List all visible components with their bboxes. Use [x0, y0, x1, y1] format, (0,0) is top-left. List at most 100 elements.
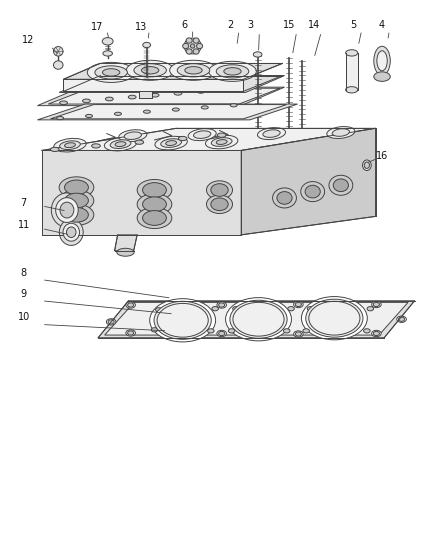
- Ellipse shape: [225, 297, 291, 341]
- Ellipse shape: [371, 301, 380, 308]
- Ellipse shape: [230, 300, 286, 338]
- Polygon shape: [48, 88, 279, 104]
- Ellipse shape: [155, 308, 162, 312]
- Ellipse shape: [262, 130, 279, 138]
- Ellipse shape: [126, 330, 135, 336]
- Ellipse shape: [137, 193, 171, 215]
- Ellipse shape: [193, 38, 199, 43]
- Text: 2: 2: [227, 20, 233, 30]
- Ellipse shape: [197, 90, 204, 93]
- Ellipse shape: [364, 162, 369, 168]
- Text: 14: 14: [307, 20, 319, 30]
- Ellipse shape: [283, 329, 289, 333]
- Text: 13: 13: [134, 21, 146, 31]
- Polygon shape: [104, 302, 407, 335]
- Ellipse shape: [60, 202, 74, 218]
- Ellipse shape: [210, 184, 228, 196]
- Ellipse shape: [127, 331, 134, 335]
- Ellipse shape: [373, 72, 389, 82]
- Ellipse shape: [212, 306, 218, 311]
- Ellipse shape: [157, 303, 208, 337]
- Ellipse shape: [177, 64, 209, 77]
- Ellipse shape: [178, 136, 187, 141]
- Ellipse shape: [304, 185, 320, 198]
- Ellipse shape: [295, 332, 301, 336]
- Ellipse shape: [59, 190, 94, 211]
- Ellipse shape: [53, 46, 63, 56]
- Ellipse shape: [206, 195, 232, 214]
- Ellipse shape: [293, 301, 303, 308]
- Ellipse shape: [142, 211, 166, 225]
- Ellipse shape: [160, 139, 181, 148]
- Ellipse shape: [102, 38, 113, 45]
- Ellipse shape: [137, 207, 171, 229]
- Ellipse shape: [373, 302, 378, 306]
- Ellipse shape: [105, 97, 113, 101]
- Polygon shape: [42, 150, 240, 235]
- Ellipse shape: [151, 93, 159, 97]
- Ellipse shape: [223, 68, 240, 75]
- Ellipse shape: [376, 51, 386, 71]
- Text: 17: 17: [91, 21, 103, 31]
- Ellipse shape: [293, 331, 303, 337]
- Ellipse shape: [216, 330, 226, 337]
- Ellipse shape: [272, 188, 296, 208]
- Ellipse shape: [106, 319, 116, 325]
- Ellipse shape: [63, 223, 79, 241]
- Ellipse shape: [217, 133, 226, 138]
- Ellipse shape: [174, 92, 181, 95]
- Ellipse shape: [297, 149, 305, 155]
- Ellipse shape: [396, 316, 406, 322]
- Ellipse shape: [216, 64, 248, 78]
- Polygon shape: [42, 128, 374, 150]
- Ellipse shape: [219, 87, 227, 91]
- Ellipse shape: [110, 140, 131, 149]
- Text: 15: 15: [282, 20, 294, 30]
- Ellipse shape: [82, 99, 90, 103]
- Ellipse shape: [373, 332, 378, 336]
- Ellipse shape: [155, 136, 187, 150]
- Ellipse shape: [284, 140, 292, 145]
- Ellipse shape: [60, 101, 67, 104]
- Ellipse shape: [60, 141, 80, 150]
- Text: 5: 5: [349, 20, 355, 30]
- Ellipse shape: [102, 51, 112, 56]
- Ellipse shape: [345, 87, 357, 93]
- Ellipse shape: [308, 301, 359, 335]
- Ellipse shape: [87, 62, 134, 83]
- Ellipse shape: [218, 332, 224, 336]
- Ellipse shape: [50, 147, 59, 151]
- Ellipse shape: [301, 296, 367, 340]
- Ellipse shape: [211, 138, 232, 147]
- Ellipse shape: [233, 302, 283, 336]
- Text: 12: 12: [21, 35, 34, 45]
- Text: 8: 8: [21, 268, 27, 278]
- Ellipse shape: [216, 140, 226, 144]
- Ellipse shape: [276, 191, 291, 204]
- Ellipse shape: [141, 67, 159, 74]
- Polygon shape: [64, 76, 282, 91]
- Text: 3: 3: [247, 20, 253, 30]
- Ellipse shape: [302, 329, 309, 333]
- Ellipse shape: [149, 298, 215, 342]
- Ellipse shape: [126, 60, 173, 80]
- Ellipse shape: [253, 52, 261, 57]
- Ellipse shape: [305, 299, 362, 337]
- Ellipse shape: [64, 193, 88, 208]
- Ellipse shape: [172, 108, 179, 111]
- Ellipse shape: [201, 106, 208, 109]
- Ellipse shape: [128, 95, 136, 99]
- Ellipse shape: [295, 302, 301, 306]
- Ellipse shape: [363, 329, 369, 333]
- Ellipse shape: [257, 127, 285, 140]
- Ellipse shape: [228, 329, 234, 333]
- Text: 6: 6: [180, 20, 187, 30]
- Ellipse shape: [104, 138, 136, 151]
- Ellipse shape: [326, 126, 354, 139]
- Ellipse shape: [66, 227, 76, 238]
- Ellipse shape: [154, 301, 211, 340]
- Polygon shape: [114, 235, 137, 251]
- Ellipse shape: [207, 329, 214, 333]
- Ellipse shape: [119, 130, 147, 142]
- Ellipse shape: [193, 49, 199, 54]
